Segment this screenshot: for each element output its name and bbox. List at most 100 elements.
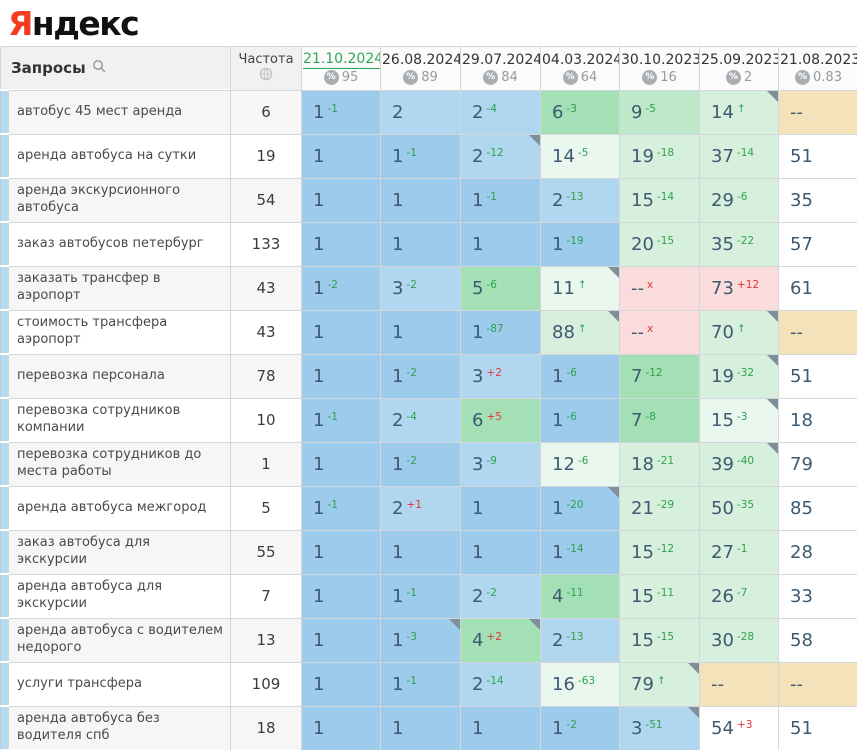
position-cell[interactable]: 1 -1: [301, 397, 381, 443]
position-cell[interactable]: 79: [778, 441, 857, 487]
row-select-strip[interactable]: [0, 485, 9, 531]
position-cell[interactable]: 1 -2: [540, 705, 620, 750]
position-cell[interactable]: 1: [301, 705, 381, 750]
query-cell[interactable]: автобус 45 мест аренда: [8, 89, 231, 135]
position-cell[interactable]: 1: [301, 573, 381, 619]
query-cell[interactable]: услуги трансфера: [8, 661, 231, 707]
position-cell[interactable]: 5 -6: [460, 265, 541, 311]
position-cell[interactable]: 61: [778, 265, 857, 311]
query-cell[interactable]: аренда экскурсионного автобуса: [8, 177, 231, 223]
position-cell[interactable]: 58: [778, 617, 857, 663]
position-cell[interactable]: 15 -15: [619, 617, 700, 663]
row-select-strip[interactable]: [0, 221, 9, 267]
position-cell[interactable]: 1: [301, 221, 381, 267]
query-cell[interactable]: заказать трансфер в аэропорт: [8, 265, 231, 311]
position-cell[interactable]: 14 ↑: [699, 89, 779, 135]
position-cell[interactable]: --: [778, 89, 857, 135]
position-cell[interactable]: 1: [380, 221, 461, 267]
position-cell[interactable]: 1: [460, 705, 541, 750]
position-cell[interactable]: 51: [778, 353, 857, 399]
position-cell[interactable]: 1 -87: [460, 309, 541, 355]
row-select-strip[interactable]: [0, 441, 9, 487]
position-cell[interactable]: 1: [301, 661, 381, 707]
position-cell[interactable]: 2 -14: [460, 661, 541, 707]
position-cell[interactable]: 1: [301, 353, 381, 399]
position-cell[interactable]: 1 -1: [301, 485, 381, 531]
position-cell[interactable]: 73 +12: [699, 265, 779, 311]
position-cell[interactable]: 3 -9: [460, 441, 541, 487]
position-cell[interactable]: 7 -8: [619, 397, 700, 443]
position-cell[interactable]: 39 -40: [699, 441, 779, 487]
query-cell[interactable]: перевозка персонала: [8, 353, 231, 399]
position-cell[interactable]: 4 -11: [540, 573, 620, 619]
position-cell[interactable]: 1: [460, 221, 541, 267]
query-cell[interactable]: заказ автобусов петербург: [8, 221, 231, 267]
row-select-strip[interactable]: [0, 353, 9, 399]
position-cell[interactable]: 1 -3: [380, 617, 461, 663]
position-cell[interactable]: --: [778, 661, 857, 707]
position-cell[interactable]: 1: [380, 529, 461, 575]
position-cell[interactable]: 16 -63: [540, 661, 620, 707]
position-cell[interactable]: 15 -3: [699, 397, 779, 443]
position-cell[interactable]: 35 -22: [699, 221, 779, 267]
position-cell[interactable]: 1: [380, 177, 461, 223]
date-link[interactable]: 30.10.2023: [621, 51, 700, 68]
search-icon[interactable]: [92, 59, 107, 78]
date-link[interactable]: 21.10.2024: [303, 51, 380, 70]
date-link[interactable]: 21.08.2023: [780, 51, 857, 68]
position-cell[interactable]: -- x: [619, 265, 700, 311]
position-cell[interactable]: 1: [301, 133, 381, 179]
position-cell[interactable]: -- x: [619, 309, 700, 355]
row-select-strip[interactable]: [0, 617, 9, 663]
query-cell[interactable]: аренда автобуса межгород: [8, 485, 231, 531]
row-select-strip[interactable]: [0, 177, 9, 223]
position-cell[interactable]: 1: [301, 309, 381, 355]
position-cell[interactable]: 9 -5: [619, 89, 700, 135]
position-cell[interactable]: 1: [301, 529, 381, 575]
position-cell[interactable]: 7 -12: [619, 353, 700, 399]
query-cell[interactable]: заказ автобуса для экскурсии: [8, 529, 231, 575]
position-cell[interactable]: 18 -21: [619, 441, 700, 487]
position-cell[interactable]: 11 ↑: [540, 265, 620, 311]
position-cell[interactable]: 1 -6: [540, 397, 620, 443]
position-cell[interactable]: 26 -7: [699, 573, 779, 619]
query-cell[interactable]: аренда автобуса для экскурсии: [8, 573, 231, 619]
query-cell[interactable]: перевозка сотрудников до места работы: [8, 441, 231, 487]
row-select-strip[interactable]: [0, 397, 9, 443]
position-cell[interactable]: 33: [778, 573, 857, 619]
position-cell[interactable]: 1: [301, 617, 381, 663]
position-cell[interactable]: 14 -5: [540, 133, 620, 179]
position-cell[interactable]: 1 -6: [540, 353, 620, 399]
date-link[interactable]: 26.08.2024: [382, 51, 461, 68]
position-cell[interactable]: 2 +1: [380, 485, 461, 531]
query-cell[interactable]: стоимость трансфера аэропорт: [8, 309, 231, 355]
row-select-strip[interactable]: [0, 529, 9, 575]
position-cell[interactable]: 54 +3: [699, 705, 779, 750]
row-select-strip[interactable]: [0, 265, 9, 311]
position-cell[interactable]: 1: [301, 177, 381, 223]
position-cell[interactable]: 6 +5: [460, 397, 541, 443]
position-cell[interactable]: 1 -19: [540, 221, 620, 267]
query-cell[interactable]: аренда автобуса без водителя спб: [8, 705, 231, 750]
position-cell[interactable]: 12 -6: [540, 441, 620, 487]
position-cell[interactable]: 85: [778, 485, 857, 531]
position-cell[interactable]: 2 -13: [540, 177, 620, 223]
position-cell[interactable]: 3 -51: [619, 705, 700, 750]
row-select-strip[interactable]: [0, 309, 9, 355]
position-cell[interactable]: 19 -32: [699, 353, 779, 399]
position-cell[interactable]: 1: [460, 529, 541, 575]
position-cell[interactable]: 6 -3: [540, 89, 620, 135]
position-cell[interactable]: 1 -2: [380, 353, 461, 399]
position-cell[interactable]: 3 -2: [380, 265, 461, 311]
position-cell[interactable]: 21 -29: [619, 485, 700, 531]
position-cell[interactable]: --: [778, 309, 857, 355]
position-cell[interactable]: 28: [778, 529, 857, 575]
position-cell[interactable]: 1 -2: [301, 265, 381, 311]
position-cell[interactable]: 2 -13: [540, 617, 620, 663]
position-cell[interactable]: 1 -1: [301, 89, 381, 135]
position-cell[interactable]: 1 -1: [380, 573, 461, 619]
position-cell[interactable]: 2 -4: [380, 397, 461, 443]
position-cell[interactable]: 15 -11: [619, 573, 700, 619]
position-cell[interactable]: 1 -1: [460, 177, 541, 223]
query-cell[interactable]: перевозка сотрудников компании: [8, 397, 231, 443]
